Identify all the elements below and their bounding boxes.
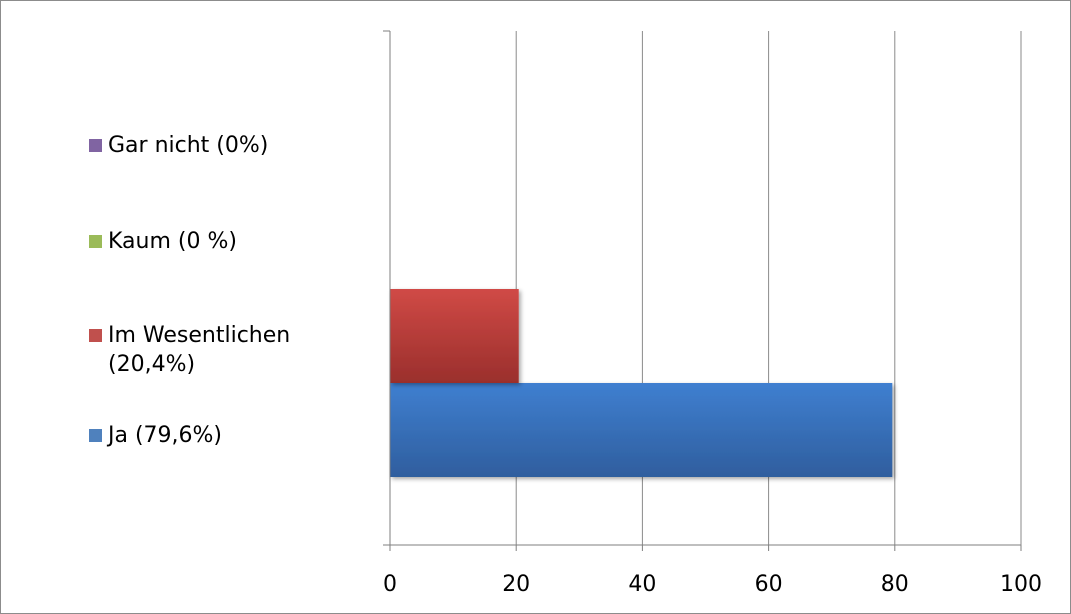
legend-label: (20,4%) [108, 352, 196, 377]
legend-swatch [89, 235, 102, 248]
legend-swatch [89, 329, 102, 342]
legend-swatch [89, 139, 102, 152]
x-tick-label: 80 [881, 572, 909, 597]
bars [390, 289, 893, 477]
legend-swatch [89, 429, 102, 442]
legend: Gar nicht (0%) Kaum (0 %) Im Wesentlichen (… [89, 1, 349, 601]
legend-label: Ja (79,6%) [108, 423, 223, 448]
x-tick-label: 100 [1000, 572, 1042, 597]
legend-item: Ja (79,6%) [89, 421, 222, 450]
bar-series-1 [390, 289, 519, 383]
legend-label: Gar nicht (0%) [108, 133, 269, 158]
legend-label: Im Wesentlichen [108, 323, 291, 348]
legend-label: Kaum (0 %) [108, 229, 237, 254]
legend-item: Im Wesentlichen (20,4%) [89, 321, 290, 379]
x-axis: 0 20 40 60 80 100 [383, 30, 1042, 597]
legend-item: Gar nicht (0%) [89, 131, 268, 160]
x-tick-label: 0 [383, 572, 397, 597]
x-tick-label: 60 [755, 572, 783, 597]
bar-series-0 [390, 383, 893, 477]
x-tick-label: 20 [502, 572, 530, 597]
legend-item: Kaum (0 %) [89, 227, 237, 256]
x-tick-label: 40 [628, 572, 656, 597]
